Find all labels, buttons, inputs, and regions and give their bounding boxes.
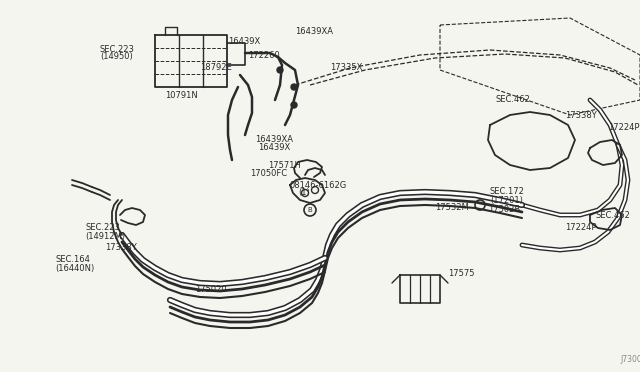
- Text: 17571H: 17571H: [268, 160, 301, 170]
- Text: 17224P: 17224P: [565, 224, 596, 232]
- Text: 17532M: 17532M: [435, 203, 468, 212]
- Text: 10791N: 10791N: [165, 90, 198, 99]
- Text: 17050FC: 17050FC: [250, 169, 287, 177]
- Circle shape: [291, 102, 297, 108]
- Text: (17201): (17201): [490, 196, 523, 205]
- Text: 17575: 17575: [448, 269, 474, 278]
- Text: SEC.223: SEC.223: [100, 45, 135, 55]
- Text: SEC.164: SEC.164: [55, 256, 90, 264]
- Text: 16439X: 16439X: [258, 144, 291, 153]
- Text: 172260: 172260: [248, 51, 280, 60]
- Text: 175020: 175020: [195, 285, 227, 295]
- Text: 17335X: 17335X: [330, 62, 362, 71]
- Text: B: B: [308, 207, 312, 213]
- Text: 18792E: 18792E: [200, 62, 232, 71]
- Text: 17502B: 17502B: [488, 205, 520, 215]
- Text: 17224P: 17224P: [608, 124, 639, 132]
- Text: 08146-6162G: 08146-6162G: [290, 180, 348, 189]
- Text: SEC.462: SEC.462: [495, 96, 530, 105]
- Text: (1): (1): [298, 189, 310, 198]
- Text: 16439X: 16439X: [228, 38, 260, 46]
- Text: SEC.172: SEC.172: [490, 187, 525, 196]
- Text: J7300v: J7300v: [620, 356, 640, 365]
- Text: SEC.223: SEC.223: [85, 224, 120, 232]
- Text: 17338Y: 17338Y: [565, 110, 596, 119]
- Text: SEC.462: SEC.462: [595, 211, 630, 219]
- Text: (14912M): (14912M): [85, 231, 125, 241]
- Text: 16439XA: 16439XA: [255, 135, 293, 144]
- Circle shape: [291, 84, 297, 90]
- Text: (14950): (14950): [100, 52, 132, 61]
- Text: 17338Y: 17338Y: [105, 244, 137, 253]
- Circle shape: [277, 67, 283, 73]
- Text: (16440N): (16440N): [55, 263, 94, 273]
- Text: 16439XA: 16439XA: [295, 28, 333, 36]
